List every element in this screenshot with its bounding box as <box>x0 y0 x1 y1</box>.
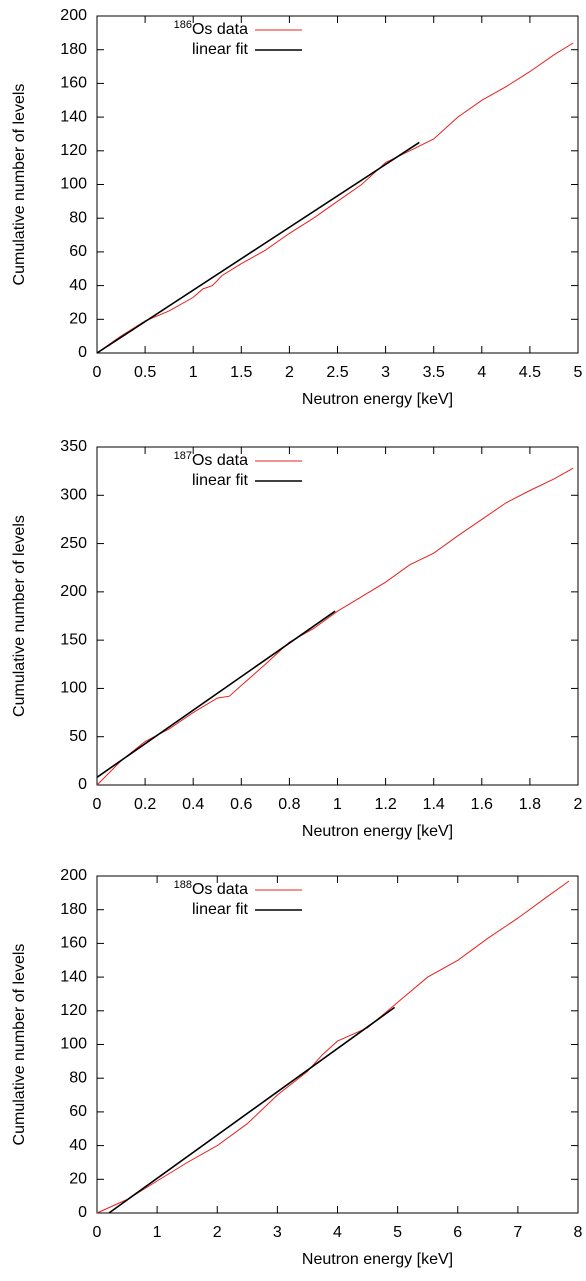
y-tick-label: 180 <box>60 901 87 918</box>
legend-superscript: 187 <box>174 450 192 462</box>
y-tick-label: 250 <box>60 535 87 552</box>
y-axis-label: Cumulative number of levels <box>11 84 28 286</box>
legend-label: linear fit <box>192 901 249 918</box>
y-tick-label: 80 <box>69 209 87 226</box>
x-tick-label: 0.4 <box>182 796 204 813</box>
x-tick-label: 4 <box>477 364 486 381</box>
legend-label: 188Os data <box>174 879 248 898</box>
x-tick-label: 0.8 <box>278 796 300 813</box>
x-tick-label: 6 <box>453 1224 462 1241</box>
y-tick-label: 40 <box>69 277 87 294</box>
legend-text: linear fit <box>192 472 249 489</box>
x-tick-label: 4.5 <box>519 364 541 381</box>
x-tick-label: 5 <box>574 364 583 381</box>
y-tick-label: 120 <box>60 1002 87 1019</box>
chart-panel: 0 20 40 60 80 100 120 140 160 180 200 0 1 2 3 4 5 6 7 8 Neut… <box>11 867 582 1268</box>
x-tick-label: 1 <box>189 364 198 381</box>
legend-text: Os data <box>192 452 248 469</box>
data-line <box>96 42 574 354</box>
chart-panel: 0 20 40 60 80 100 120 140 160 180 200 0 0.5 1 1.5 2 2.5 3… <box>11 7 582 408</box>
x-tick-label: 3 <box>273 1224 282 1241</box>
x-axis-label: Neutron energy [keV] <box>302 391 453 408</box>
y-tick-label: 0 <box>78 1204 87 1221</box>
y-tick-label: 300 <box>60 487 87 504</box>
y-tick-label: 20 <box>69 1171 87 1188</box>
x-tick-label: 1.8 <box>519 796 541 813</box>
y-tick-label: 150 <box>60 631 87 648</box>
data-line <box>96 880 570 1214</box>
x-tick-label: 7 <box>513 1224 522 1241</box>
y-tick-label: 120 <box>60 142 87 159</box>
y-axis-label: Cumulative number of levels <box>11 944 28 1146</box>
data-line <box>96 141 420 354</box>
x-tick-label: 1 <box>333 796 342 813</box>
x-tick-label: 2.5 <box>326 364 348 381</box>
x-tick-label: 0.5 <box>134 364 156 381</box>
legend-text: Os data <box>192 881 248 898</box>
x-axis-label: Neutron energy [keV] <box>302 823 453 840</box>
x-tick-label: 1.4 <box>423 796 445 813</box>
chart-panel: 0 50 100 150 200 250 300 350 0 0.2 0.4 0.6 0.8 1 1.2 1.… <box>11 438 582 840</box>
y-tick-label: 140 <box>60 968 87 985</box>
x-tick-label: 8 <box>574 1224 583 1241</box>
y-tick-label: 200 <box>60 7 87 24</box>
x-tick-label: 4 <box>333 1224 342 1241</box>
y-tick-label: 160 <box>60 75 87 92</box>
y-tick-label: 80 <box>69 1069 87 1086</box>
y-tick-label: 160 <box>60 935 87 952</box>
y-tick-label: 200 <box>60 583 87 600</box>
x-tick-label: 3.5 <box>423 364 445 381</box>
y-tick-label: 100 <box>60 176 87 193</box>
legend-superscript: 186 <box>174 19 192 31</box>
x-tick-label: 2 <box>574 796 583 813</box>
plot-frame <box>96 15 579 354</box>
data-line <box>96 467 574 786</box>
y-tick-label: 40 <box>69 1137 87 1154</box>
y-tick-label: 0 <box>78 776 87 793</box>
x-tick-label: 0.2 <box>134 796 156 813</box>
y-tick-label: 180 <box>60 41 87 58</box>
plot-frame <box>96 446 579 786</box>
legend-text: linear fit <box>192 41 249 58</box>
x-tick-label: 2 <box>213 1224 222 1241</box>
legend-label: 186Os data <box>174 19 248 38</box>
y-tick-label: 50 <box>69 728 87 745</box>
legend-label: linear fit <box>192 41 249 58</box>
y-tick-label: 140 <box>60 108 87 125</box>
x-tick-label: 5 <box>393 1224 402 1241</box>
x-tick-label: 0.6 <box>230 796 252 813</box>
y-tick-label: 60 <box>69 1103 87 1120</box>
y-axis-label: Cumulative number of levels <box>11 515 28 717</box>
y-tick-label: 60 <box>69 243 87 260</box>
legend-label: linear fit <box>192 472 249 489</box>
data-line <box>108 1006 396 1214</box>
x-tick-label: 0 <box>93 1224 102 1241</box>
legend-label: 187Os data <box>174 450 248 469</box>
y-tick-label: 200 <box>60 867 87 884</box>
x-tick-label: 0 <box>93 364 102 381</box>
x-tick-label: 3 <box>381 364 390 381</box>
x-tick-label: 1.5 <box>230 364 252 381</box>
data-line <box>96 610 336 778</box>
y-tick-label: 350 <box>60 438 87 455</box>
x-tick-label: 0 <box>93 796 102 813</box>
y-tick-label: 0 <box>78 344 87 361</box>
legend-superscript: 188 <box>174 879 192 891</box>
x-tick-label: 1 <box>153 1224 162 1241</box>
y-tick-label: 20 <box>69 311 87 328</box>
legend-text: Os data <box>192 21 248 38</box>
y-tick-label: 100 <box>60 680 87 697</box>
x-tick-label: 2 <box>285 364 294 381</box>
x-tick-label: 1.2 <box>374 796 396 813</box>
y-tick-label: 100 <box>60 1036 87 1053</box>
x-axis-label: Neutron energy [keV] <box>302 1251 453 1268</box>
x-tick-label: 1.6 <box>471 796 493 813</box>
legend-text: linear fit <box>192 901 249 918</box>
